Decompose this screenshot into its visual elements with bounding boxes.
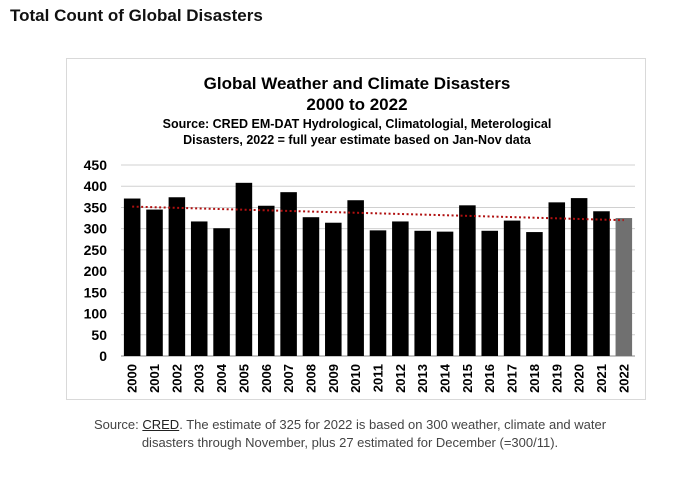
x-tick-label-2003: 2003 <box>192 364 207 393</box>
bar-2014 <box>436 231 454 356</box>
cred-link[interactable]: CRED <box>142 417 180 432</box>
x-tick-label-2004: 2004 <box>214 363 229 393</box>
x-tick-label-2016: 2016 <box>482 364 497 393</box>
bar-2002 <box>168 197 186 356</box>
x-tick-label-2012: 2012 <box>393 364 408 393</box>
bar-2015 <box>459 205 476 356</box>
y-tick-label: 0 <box>99 348 107 364</box>
bar-2011 <box>369 230 387 356</box>
y-tick-label: 250 <box>84 242 108 258</box>
bar-2010 <box>347 200 364 356</box>
y-tick-label: 100 <box>84 306 108 322</box>
x-tick-label-2014: 2014 <box>438 363 453 393</box>
x-tick-label-2008: 2008 <box>303 364 318 393</box>
bar-2008 <box>302 217 320 356</box>
y-tick-label: 200 <box>84 263 108 279</box>
bar-2003 <box>190 221 208 356</box>
y-tick-label: 400 <box>84 178 108 194</box>
x-tick-label-2019: 2019 <box>549 364 564 393</box>
bar-2017 <box>503 220 521 356</box>
chart-subtitle: 2000 to 2022 <box>306 95 407 114</box>
x-tick-label-2010: 2010 <box>348 364 363 393</box>
x-tick-label-2013: 2013 <box>415 364 430 393</box>
page-heading: Total Count of Global Disasters <box>10 6 263 25</box>
y-tick-label: 300 <box>84 221 108 237</box>
bar-2018 <box>526 232 543 356</box>
x-tick-label-2009: 2009 <box>326 364 341 393</box>
bar-2006 <box>257 205 275 356</box>
caption-text: . The estimate of 325 for 2022 is based … <box>141 417 607 450</box>
chart-frame: Global Weather and Climate Disasters 2000… <box>66 58 646 400</box>
x-tick-label-2021: 2021 <box>594 364 609 393</box>
y-tick-label: 450 <box>84 157 108 173</box>
y-tick-label: 150 <box>84 284 108 300</box>
bar-2009 <box>325 222 342 356</box>
bar-2000 <box>123 198 141 356</box>
trend-line <box>132 205 624 222</box>
bar-2022 <box>615 218 633 356</box>
x-tick-label-2018: 2018 <box>527 364 542 393</box>
caption-prefix: Source: <box>93 417 143 432</box>
figure-caption: Source: CRED. The estimate of 325 for 20… <box>80 416 620 452</box>
x-tick-label-2015: 2015 <box>460 364 475 393</box>
x-tick-label-2011: 2011 <box>371 364 386 392</box>
bar-2019 <box>548 202 566 356</box>
x-tick-label-2006: 2006 <box>259 364 274 393</box>
bar-2021 <box>593 211 610 356</box>
bar-2012 <box>392 221 409 356</box>
bar-2007 <box>280 192 297 356</box>
bar-2020 <box>570 198 588 356</box>
x-tick-label-2002: 2002 <box>169 364 184 393</box>
x-tick-label-2022: 2022 <box>616 364 631 393</box>
x-tick-label-2001: 2001 <box>147 364 162 393</box>
chart-source-line-1: Source: CRED EM-DAT Hydrological, Climat… <box>163 117 552 131</box>
bar-2016 <box>481 230 499 356</box>
chart-source-line-2: Disasters, 2022 = full year estimate bas… <box>183 133 532 147</box>
bar-2013 <box>414 230 431 356</box>
y-tick-label: 50 <box>91 327 107 343</box>
bar-2005 <box>235 182 253 356</box>
chart-title: Global Weather and Climate Disasters <box>204 74 511 93</box>
x-tick-label-2017: 2017 <box>505 364 520 393</box>
bar-chart: Global Weather and Climate Disasters2000… <box>84 74 635 393</box>
x-tick-label-2020: 2020 <box>572 364 587 393</box>
bar-2004 <box>213 228 230 356</box>
bar-2001 <box>146 209 163 356</box>
y-tick-label: 350 <box>84 199 108 215</box>
x-tick-label-2000: 2000 <box>125 364 140 393</box>
x-tick-label-2005: 2005 <box>236 364 251 393</box>
x-tick-label-2007: 2007 <box>281 364 296 393</box>
